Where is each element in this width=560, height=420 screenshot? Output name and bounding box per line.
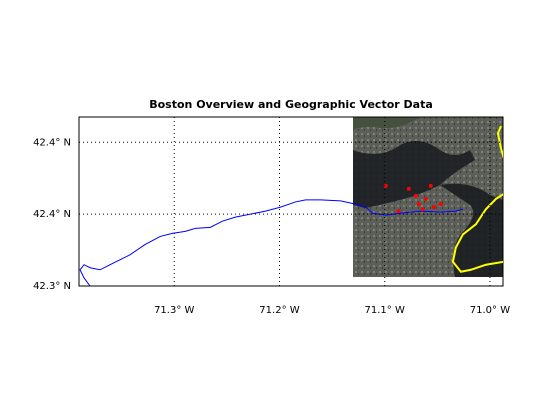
x-tick-label: 71.0° W [470, 305, 510, 316]
x-tick-label: 71.1° W [365, 305, 405, 316]
point-marker [413, 193, 418, 198]
point-marker [431, 205, 436, 210]
x-tick-label: 71.2° W [259, 305, 299, 316]
satellite-image [353, 117, 503, 277]
point-marker [416, 202, 421, 207]
point-marker [406, 186, 411, 191]
point-marker [396, 209, 401, 214]
vector-line [79, 199, 464, 286]
point-marker [383, 183, 388, 188]
point-marker [438, 202, 443, 207]
vector-line [451, 125, 503, 273]
point-marker [428, 183, 433, 188]
y-tick-label: 42.4° N [33, 137, 71, 148]
point-marker [423, 196, 428, 201]
chart-title: Boston Overview and Geographic Vector Da… [149, 98, 433, 111]
y-tick-label: 42.4° N [33, 209, 71, 220]
point-marker [420, 207, 425, 212]
y-tick-label: 42.3° N [33, 281, 71, 292]
data-layer [79, 125, 503, 286]
x-tick-label: 71.3° W [154, 305, 194, 316]
